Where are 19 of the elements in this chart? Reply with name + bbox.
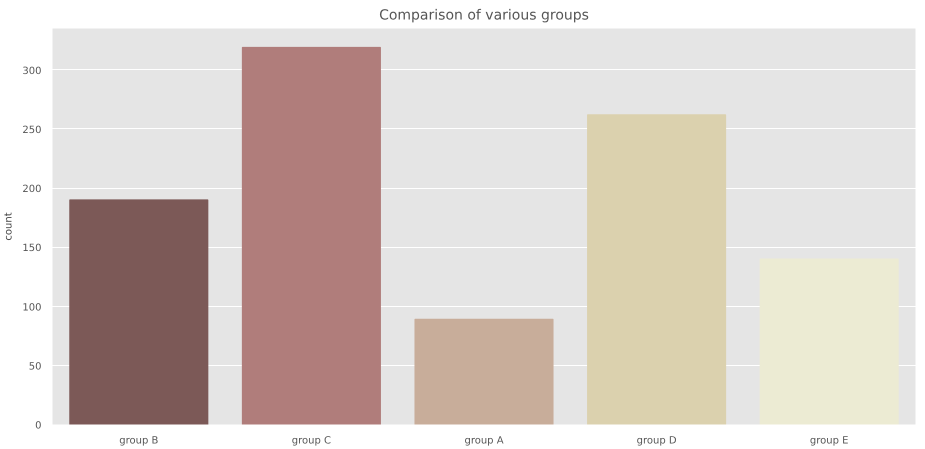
chart-title: Comparison of various groups: [379, 8, 589, 24]
x-tick-label: group B: [119, 436, 158, 446]
y-tick-label: 250: [22, 124, 42, 136]
x-tick-label: group A: [464, 436, 504, 446]
bar: [414, 318, 554, 424]
y-axis-title: count: [3, 212, 14, 241]
bar: [587, 114, 726, 424]
x-tick-label: group C: [292, 436, 332, 446]
y-tick-label: 0: [35, 420, 42, 432]
y-tick-label: 50: [28, 361, 42, 372]
x-tick-label: group E: [810, 436, 848, 446]
x-tick-label: group D: [636, 436, 677, 446]
bar: [242, 46, 381, 424]
bar: [760, 258, 899, 424]
y-tick-label: 100: [22, 302, 42, 314]
y-tick-label: 300: [22, 66, 42, 77]
y-tick-label: 200: [22, 184, 42, 196]
bar: [69, 199, 208, 424]
y-tick-label: 150: [22, 243, 42, 254]
